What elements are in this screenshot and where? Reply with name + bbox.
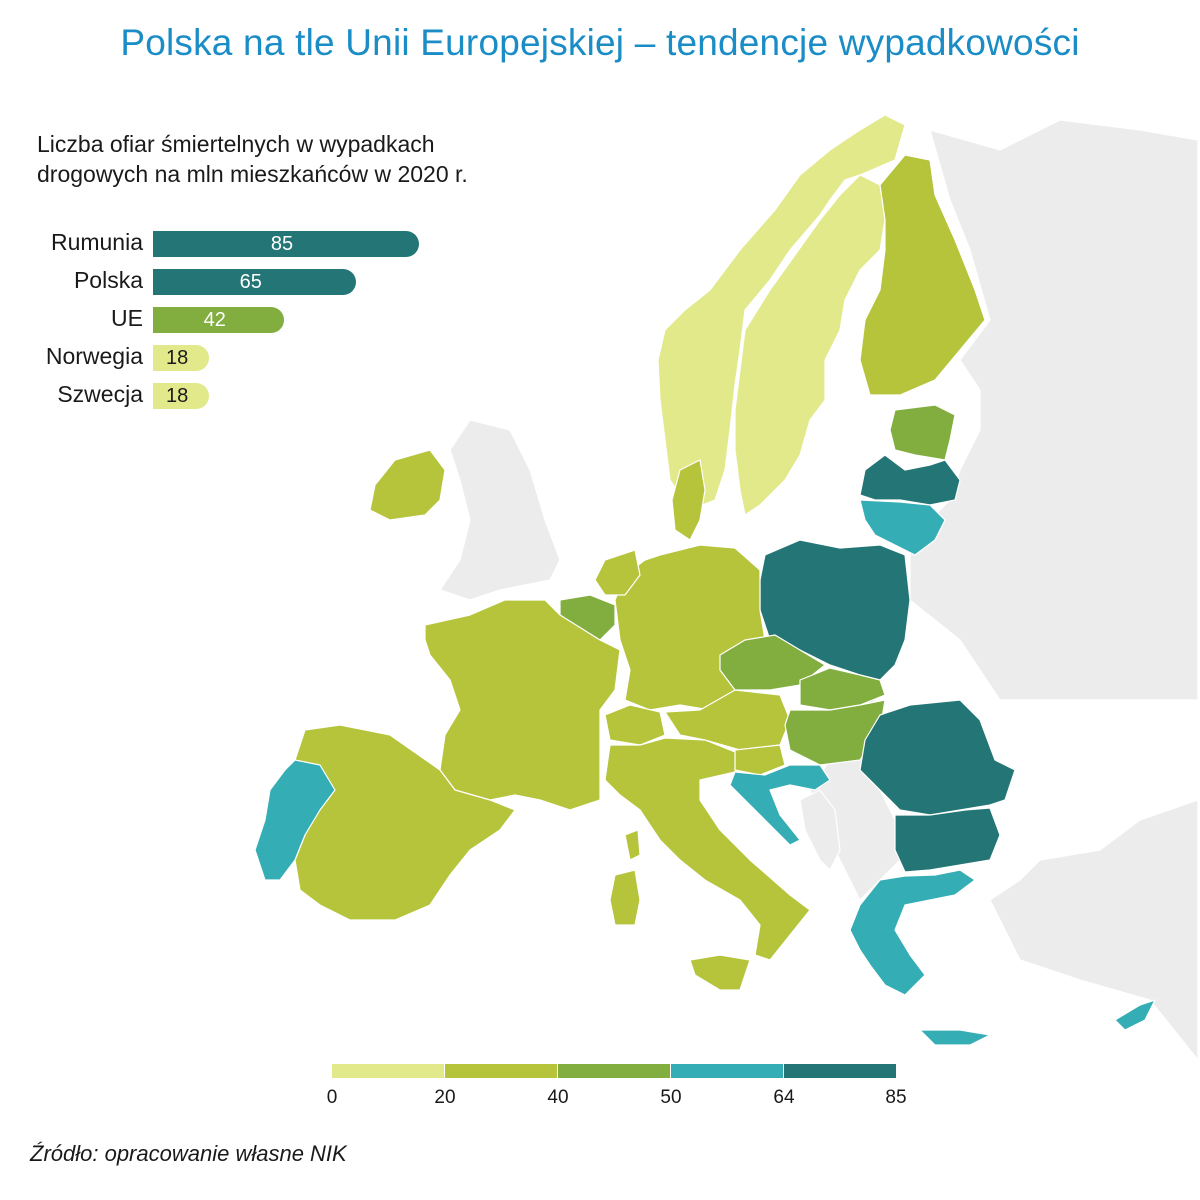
region-poland bbox=[759, 539, 911, 681]
region-netherlands bbox=[594, 549, 641, 596]
region-france bbox=[424, 599, 621, 811]
region-italy bbox=[604, 737, 811, 961]
source-note: Źródło: opracowanie własne NIK bbox=[30, 1141, 347, 1166]
region-corsica bbox=[624, 829, 641, 861]
region-austria bbox=[664, 689, 791, 751]
bar-value-label: 85 bbox=[270, 233, 294, 255]
bar-category-label: Rumunia bbox=[50, 229, 143, 255]
bar-category-label: Szwecja bbox=[57, 381, 143, 407]
bar: 18 bbox=[153, 345, 210, 371]
region-denmark bbox=[671, 459, 706, 541]
region-sicily bbox=[689, 954, 751, 991]
chart-subtitle: Liczba ofiar śmiertelnych w wypadkach dr… bbox=[37, 129, 557, 189]
bar-row: Polska 65 bbox=[0, 266, 600, 295]
bar-row: Rumunia 85 bbox=[0, 228, 600, 257]
region-latvia bbox=[859, 454, 961, 506]
region-portugal bbox=[254, 759, 336, 881]
bar-value-label: 42 bbox=[203, 309, 226, 331]
bar: 42 bbox=[153, 307, 285, 333]
region-sweden bbox=[734, 174, 886, 516]
bar: 65 bbox=[153, 269, 357, 295]
bar-category-label: Norwegia bbox=[45, 343, 143, 369]
bar-category-label: Polska bbox=[73, 267, 143, 293]
legend-tick-40: 40 bbox=[547, 1087, 569, 1108]
region-sardinia bbox=[609, 869, 641, 926]
region-estonia bbox=[889, 404, 956, 461]
bar-row: Norwegia 18 bbox=[0, 342, 600, 371]
eu-countries bbox=[254, 114, 1156, 1046]
subtitle-line-2: drogowych na mln mieszkańców w 2020 r. bbox=[37, 161, 468, 187]
region-slovakia bbox=[799, 667, 886, 711]
region-cyprus bbox=[1114, 999, 1156, 1031]
bar-value-label: 18 bbox=[166, 347, 189, 369]
legend-tick-20: 20 bbox=[434, 1087, 456, 1108]
legend-tick-50: 50 bbox=[660, 1087, 682, 1108]
bar-value-label: 65 bbox=[239, 271, 262, 293]
bar-row: Szwecja 18 bbox=[0, 380, 600, 409]
region-lithuania bbox=[859, 499, 946, 556]
region-switzerland bbox=[604, 704, 666, 746]
bar: 85 bbox=[153, 231, 419, 257]
bar-category-label: UE bbox=[111, 305, 143, 331]
region-ireland bbox=[369, 449, 446, 521]
region-greece bbox=[849, 869, 976, 996]
legend-tick-64: 64 bbox=[773, 1087, 795, 1108]
region-crete bbox=[919, 1029, 991, 1046]
legend-tick-85: 85 bbox=[885, 1087, 907, 1108]
non-eu-land bbox=[439, 119, 1199, 1062]
region-finland bbox=[859, 154, 986, 396]
region-norway bbox=[657, 114, 906, 511]
bar-row: UE 42 bbox=[0, 304, 600, 333]
legend-tick-0: 0 bbox=[326, 1087, 338, 1108]
subtitle-line-1: Liczba ofiar śmiertelnych w wypadkach bbox=[37, 131, 435, 157]
region-bulgaria bbox=[894, 807, 1001, 873]
bar: 18 bbox=[153, 383, 210, 409]
chart-title: Polska na tle Unii Europejskiej – tenden… bbox=[120, 22, 1080, 63]
region-romania bbox=[859, 699, 1016, 816]
bar-value-label: 18 bbox=[166, 385, 189, 407]
region-croatia bbox=[729, 764, 831, 846]
